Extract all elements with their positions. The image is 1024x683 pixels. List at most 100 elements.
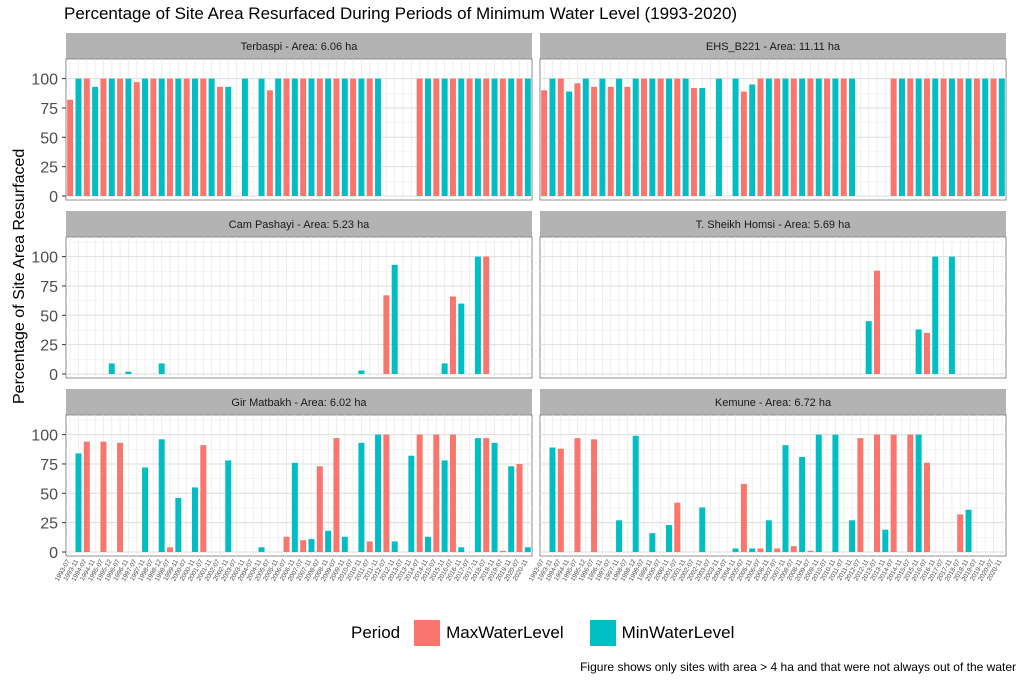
faceted-bar-chart: Terbaspi - Area: 6.06 ha 0 25 50 75 100 EHS_B2… xyxy=(31,33,1007,583)
bar xyxy=(765,520,772,552)
bar xyxy=(591,439,598,552)
bar xyxy=(83,78,90,196)
y-tick-label: 25 xyxy=(40,338,58,355)
bar xyxy=(998,78,1005,196)
facet-panel: Gir Matbakh - Area: 6.02 ha0255075100199… xyxy=(31,389,533,583)
bar xyxy=(674,78,681,196)
bar xyxy=(117,78,124,196)
bar xyxy=(208,78,215,196)
bar xyxy=(965,78,972,196)
bar xyxy=(75,453,82,552)
bar xyxy=(316,466,323,552)
bar xyxy=(782,445,789,552)
y-tick-label: 0 xyxy=(49,189,58,206)
bar xyxy=(183,78,190,196)
bar xyxy=(441,78,448,196)
bar xyxy=(117,442,124,552)
bar xyxy=(449,434,456,552)
y-tick-label: 25 xyxy=(40,516,58,533)
y-tick-label: 100 xyxy=(31,250,58,267)
bar xyxy=(516,463,523,552)
bar xyxy=(491,442,498,552)
bar xyxy=(458,303,465,374)
bar xyxy=(957,78,964,196)
y-tick-label: 50 xyxy=(40,130,58,147)
bar xyxy=(516,78,523,196)
bar xyxy=(158,439,165,552)
bar xyxy=(948,256,955,374)
bar xyxy=(699,507,706,552)
bar xyxy=(649,78,656,196)
bar xyxy=(774,548,781,552)
bar xyxy=(167,547,174,552)
bar xyxy=(258,78,265,196)
facet-title: Cam Pashayi - Area: 5.23 ha xyxy=(229,219,371,231)
bar xyxy=(308,539,315,552)
bar xyxy=(923,78,930,196)
bar xyxy=(483,438,490,552)
bar xyxy=(125,78,132,196)
legend-key-min xyxy=(589,620,616,646)
bar xyxy=(142,467,149,552)
bar xyxy=(898,78,905,196)
bar xyxy=(890,78,897,196)
bar xyxy=(283,536,290,552)
y-tick-label: 75 xyxy=(40,101,58,118)
bar xyxy=(641,78,648,196)
bar xyxy=(100,78,107,196)
bar xyxy=(824,78,831,196)
bar xyxy=(125,371,132,374)
bar xyxy=(574,83,581,196)
legend-title: Period xyxy=(351,623,401,642)
bar xyxy=(674,502,681,552)
bar xyxy=(549,78,556,196)
bar xyxy=(474,438,481,552)
bar xyxy=(948,78,955,196)
facet-panel: Kemune - Area: 6.72 ha1993-071993-111994… xyxy=(528,389,1007,583)
bar xyxy=(782,78,789,196)
bar xyxy=(649,533,656,552)
bar xyxy=(408,455,415,552)
bar xyxy=(616,520,623,552)
bar xyxy=(566,91,573,196)
bar xyxy=(291,462,298,552)
bar xyxy=(341,78,348,196)
bar xyxy=(283,78,290,196)
bar xyxy=(383,295,390,374)
bar xyxy=(849,520,856,552)
facet-strip xyxy=(540,389,1006,415)
bar xyxy=(300,78,307,196)
bar xyxy=(499,550,506,552)
y-tick-label: 50 xyxy=(40,308,58,325)
bar xyxy=(391,264,398,374)
bar xyxy=(923,462,930,552)
bar xyxy=(549,447,556,552)
y-tick-label: 75 xyxy=(40,457,58,474)
bar xyxy=(325,530,332,552)
facet-strip xyxy=(540,211,1006,237)
bar xyxy=(857,438,864,552)
bar xyxy=(474,256,481,374)
bar xyxy=(92,86,99,196)
bar xyxy=(441,363,448,374)
bar xyxy=(740,483,747,552)
bar xyxy=(865,321,872,374)
bar xyxy=(524,78,531,196)
bar xyxy=(383,434,390,552)
facet-strip xyxy=(540,33,1006,59)
bar xyxy=(449,296,456,374)
bar xyxy=(433,78,440,196)
facet-panel: T. Sheikh Homsi - Area: 5.69 ha xyxy=(539,211,1007,379)
bar xyxy=(599,78,606,196)
bar xyxy=(275,78,282,196)
bar xyxy=(682,78,689,196)
bar xyxy=(815,434,822,552)
bar xyxy=(241,78,248,196)
bar xyxy=(466,78,473,196)
bar xyxy=(191,78,198,196)
bar xyxy=(108,363,115,374)
bar xyxy=(665,525,672,552)
bar xyxy=(657,78,664,196)
panel-background xyxy=(65,414,533,557)
legend: Period MaxWaterLevel MinWaterLevel xyxy=(351,620,760,646)
